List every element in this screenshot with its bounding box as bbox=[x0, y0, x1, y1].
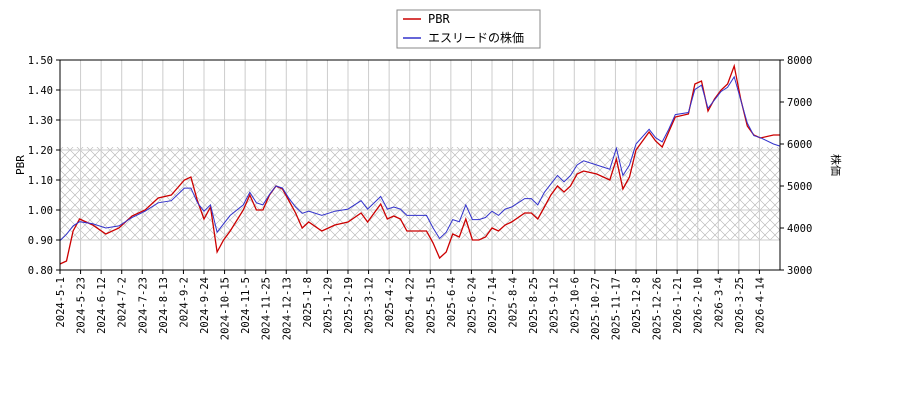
y-right-tick-label: 6000 bbox=[787, 139, 812, 151]
x-tick-label: 2024-7-2 bbox=[117, 277, 129, 328]
x-tick-label: 2025-6-4 bbox=[446, 277, 458, 328]
x-tick-label: 2026-4-14 bbox=[754, 277, 766, 334]
x-tick-label: 2024-10-15 bbox=[220, 277, 232, 340]
x-tick-label: 2024-5-1 bbox=[55, 277, 67, 328]
x-tick-label: 2025-5-15 bbox=[425, 277, 437, 334]
x-tick-label: 2026-2-10 bbox=[693, 277, 705, 334]
y-left-tick-label: 1.00 bbox=[28, 205, 53, 217]
x-tick-label: 2025-11-17 bbox=[610, 277, 622, 340]
stock-price-series-line bbox=[59, 75, 781, 241]
x-tick-label: 2026-1-21 bbox=[672, 277, 684, 334]
legend-box bbox=[396, 9, 541, 49]
y-left-tick-label: 1.20 bbox=[28, 145, 53, 157]
y-right-tick-label: 7000 bbox=[787, 97, 812, 109]
y-left-tick-label: 1.30 bbox=[28, 115, 53, 127]
y-right-tick-label: 8000 bbox=[787, 55, 812, 67]
x-tick-label: 2025-8-4 bbox=[508, 277, 520, 328]
y-left-tick-label: 1.10 bbox=[28, 175, 53, 187]
x-tick-label: 2025-7-14 bbox=[487, 277, 499, 334]
y-right-tick-label: 4000 bbox=[787, 223, 812, 235]
y-left-tick-label: 0.90 bbox=[28, 235, 53, 247]
hatched-band bbox=[60, 147, 780, 240]
pbr-series-line bbox=[59, 63, 780, 265]
y-right-tick-label: 5000 bbox=[787, 181, 812, 193]
x-tick-label: 2024-8-13 bbox=[158, 277, 170, 334]
legend-label: PBR bbox=[428, 12, 450, 26]
x-tick-label: 2024-12-13 bbox=[281, 277, 293, 340]
left-axis-title: PBR bbox=[14, 155, 27, 175]
y-right-tick-label: 3000 bbox=[787, 265, 812, 277]
legend-label: エスリードの株価 bbox=[428, 30, 524, 45]
x-tick-label: 2025-1-8 bbox=[302, 277, 314, 328]
x-tick-label: 2025-10-6 bbox=[569, 277, 581, 334]
x-tick-label: 2025-12-8 bbox=[631, 277, 643, 334]
plot-frame bbox=[59, 59, 781, 271]
x-tick-label: 2025-12-26 bbox=[652, 277, 664, 340]
x-tick-label: 2024-6-12 bbox=[96, 277, 108, 334]
x-tick-label: 2025-3-12 bbox=[364, 277, 376, 334]
x-tick-label: 2026-3-4 bbox=[713, 277, 725, 328]
x-tick-label: 2025-2-19 bbox=[343, 277, 355, 334]
x-tick-label: 2025-8-25 bbox=[528, 277, 540, 334]
x-tick-label: 2025-4-2 bbox=[384, 277, 396, 328]
x-tick-label: 2025-6-24 bbox=[466, 277, 478, 334]
y-left-tick-label: 1.50 bbox=[28, 55, 53, 67]
legend: PBR エスリードの株価 bbox=[396, 9, 541, 49]
right-axis-title: 株価 bbox=[829, 154, 843, 176]
x-tick-label: 2025-9-12 bbox=[549, 277, 561, 334]
x-tick-label: 2025-4-22 bbox=[405, 277, 417, 334]
x-tick-label: 2024-7-23 bbox=[137, 277, 149, 334]
x-tick-label: 2025-1-29 bbox=[322, 277, 334, 334]
y-left-tick-label: 0.80 bbox=[28, 265, 53, 277]
y-left-tick-label: 1.40 bbox=[28, 85, 53, 97]
x-tick-label: 2025-10-27 bbox=[590, 277, 602, 340]
x-tick-label: 2024-11-25 bbox=[261, 277, 273, 340]
x-tick-label: 2026-3-25 bbox=[734, 277, 746, 334]
x-tick-label: 2024-9-24 bbox=[199, 277, 211, 334]
x-tick-label: 2024-11-5 bbox=[240, 277, 252, 334]
x-tick-label: 2024-5-23 bbox=[76, 277, 88, 334]
x-tick-label: 2024-9-2 bbox=[178, 277, 190, 328]
